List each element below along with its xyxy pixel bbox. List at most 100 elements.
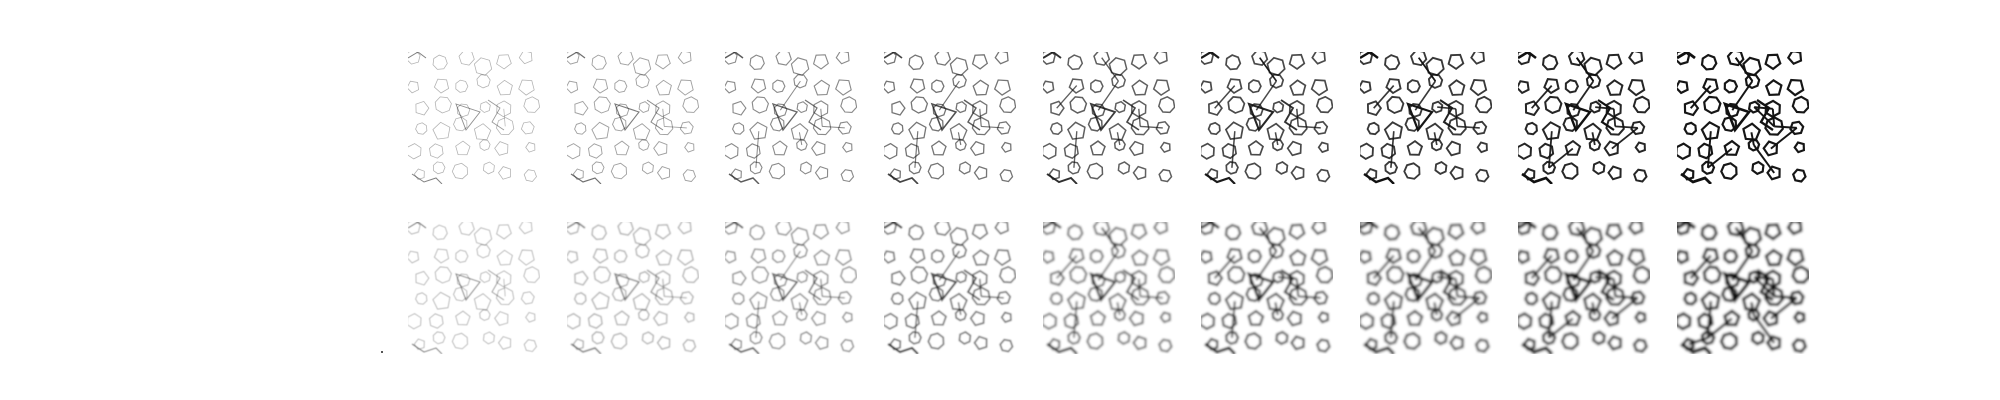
cell-outline: [1792, 310, 1806, 324]
cell-outline: [482, 331, 495, 345]
cell-outline: [1153, 52, 1168, 65]
cell-outline: [496, 224, 512, 240]
cell-outline: [958, 161, 972, 175]
cell-outline: [429, 143, 444, 159]
cell-outline: [574, 100, 589, 116]
cell-outline: [1763, 223, 1783, 241]
cell-outline: [1406, 79, 1421, 94]
cell-outline: [1562, 116, 1579, 132]
cell-outline: [495, 117, 515, 135]
network-edge: [1140, 295, 1163, 299]
cell-outline: [496, 249, 513, 266]
cell-outline: [1317, 141, 1329, 154]
network-edge: [938, 250, 961, 281]
bottom-row-panel-1: [408, 222, 540, 354]
cell-outline: [432, 161, 446, 175]
cell-outline: [476, 244, 491, 259]
cell-outline: [1063, 142, 1079, 160]
cell-outline: [1469, 222, 1486, 236]
network-edge: [1056, 85, 1078, 109]
cell-outline: [1445, 310, 1462, 327]
cell-outline: [455, 140, 471, 156]
network-edge: [1572, 80, 1595, 111]
cell-outline: [495, 287, 515, 306]
cell-outline: [813, 249, 831, 266]
cell-outline: [654, 224, 671, 240]
bottom-left-bracket: [1204, 173, 1236, 184]
cell-outline: [1315, 95, 1333, 114]
cell-outline: [1384, 247, 1403, 265]
network-edge: [1097, 250, 1120, 281]
network-edge: [1734, 226, 1754, 252]
cell-outline: [1606, 79, 1624, 96]
network-edge: [1138, 108, 1141, 127]
cell-outline: [904, 312, 921, 330]
cell-outline: [1561, 162, 1579, 180]
cell-outline: [632, 123, 651, 141]
bottom-left-bracket: [1363, 173, 1395, 184]
cell-outline: [907, 291, 927, 311]
bottom-left-bracket: [570, 343, 602, 354]
cell-outline: [1380, 312, 1397, 330]
network-edge: [1548, 317, 1574, 339]
cell-outline: [884, 250, 896, 264]
cell-outline: [1409, 222, 1428, 237]
network-edge: [1771, 278, 1776, 297]
triangle-feature: [614, 103, 640, 132]
cell-outline: [994, 52, 1009, 65]
cell-outline: [1087, 116, 1103, 132]
cell-outline: [1762, 140, 1779, 157]
cell-outline: [993, 249, 1012, 267]
cell-outline: [684, 311, 695, 323]
network-edge: [1706, 131, 1712, 168]
cell-outline: [790, 57, 810, 76]
cell-outline: [1157, 265, 1175, 284]
top-row-panel-8: [1518, 52, 1650, 184]
top-left-bracket: [1518, 222, 1538, 230]
cell-outline: [1360, 142, 1374, 160]
cell-outline: [1226, 265, 1246, 285]
cell-outline: [1634, 141, 1646, 154]
triangle-feature: [613, 272, 641, 302]
cell-outline: [1786, 52, 1803, 66]
cell-outline: [1700, 290, 1721, 311]
cell-outline: [567, 80, 579, 94]
zigzag-feature: [1439, 99, 1457, 131]
cell-outline: [1289, 79, 1307, 96]
cell-outline: [567, 52, 580, 65]
network-edge: [1116, 132, 1121, 146]
cell-outline: [632, 227, 652, 246]
network-edge: [1572, 250, 1595, 281]
cell-outline: [1604, 223, 1623, 241]
cell-outline: [1311, 52, 1326, 65]
cell-outline: [433, 78, 450, 94]
cell-outline: [1207, 291, 1222, 306]
cell-outline: [799, 331, 813, 345]
cell-outline: [1697, 142, 1714, 160]
cell-outline: [653, 141, 668, 156]
cell-outline: [934, 52, 952, 66]
cell-outline: [1251, 52, 1269, 67]
cell-outline: [1747, 269, 1761, 285]
cell-outline: [790, 227, 810, 246]
cell-outline: [749, 331, 763, 345]
cell-outline: [793, 243, 808, 259]
network-edge: [1295, 278, 1300, 297]
cell-outline: [453, 286, 468, 302]
cell-outline: [842, 141, 853, 153]
cell-outline: [840, 169, 855, 183]
cell-outline: [1286, 140, 1302, 157]
cell-outline: [1226, 78, 1243, 95]
zigzag-feature: [1597, 99, 1615, 131]
network-edge: [1258, 227, 1278, 252]
cell-outline: [455, 79, 469, 93]
triangle-feature: [1563, 102, 1592, 133]
network-edge: [1575, 226, 1595, 252]
bottom-row-panel-8: [1518, 222, 1650, 354]
cell-outline: [415, 100, 430, 116]
cell-outline: [1541, 121, 1562, 141]
cell-outline: [972, 100, 988, 118]
network-edge: [938, 80, 960, 111]
cell-outline: [574, 270, 589, 286]
cell-outline: [451, 162, 468, 180]
